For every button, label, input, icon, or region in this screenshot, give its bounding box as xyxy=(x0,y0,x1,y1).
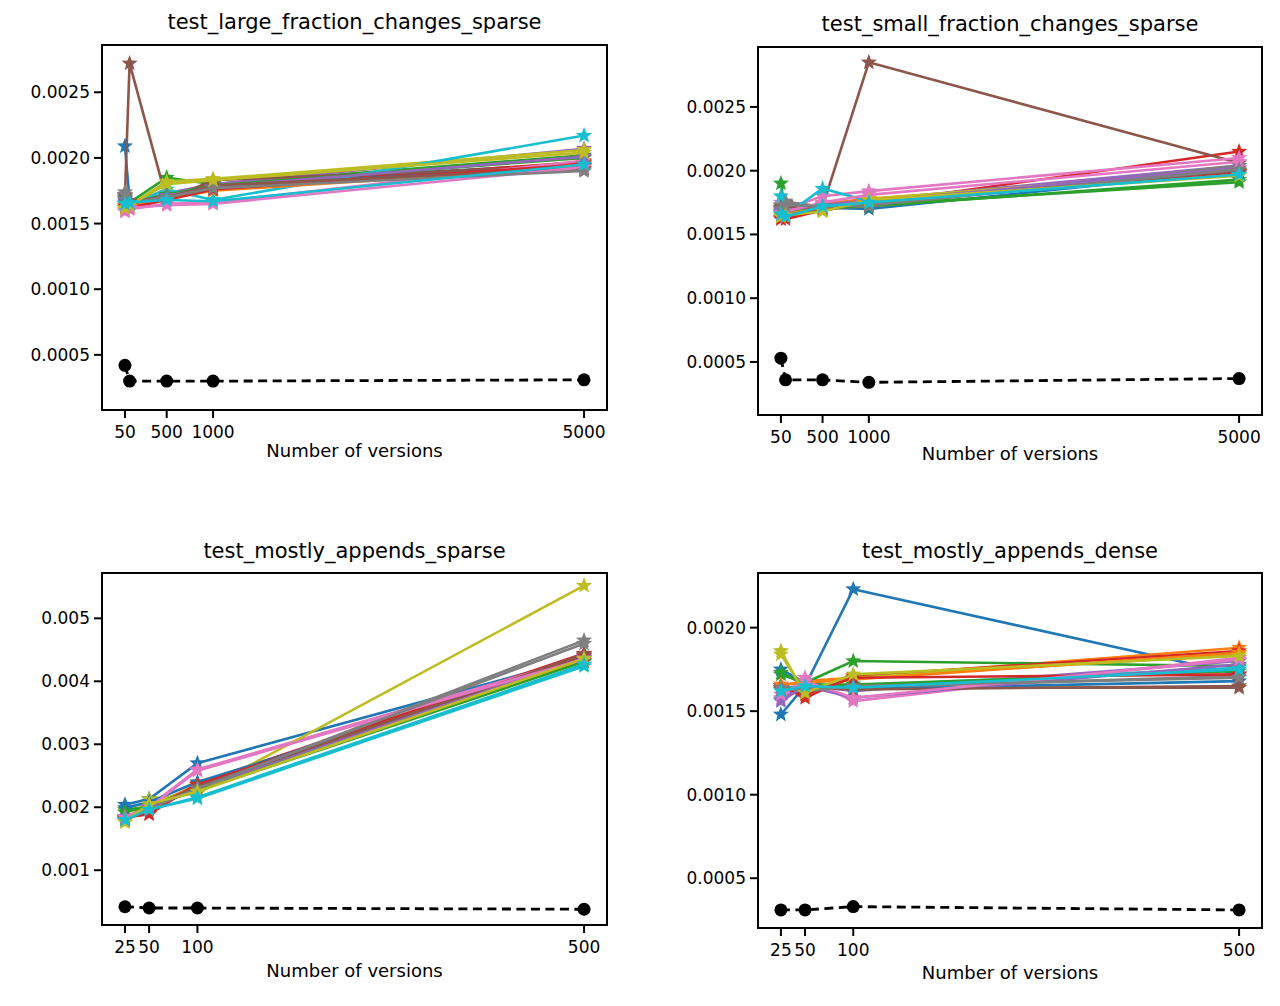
data-point-star xyxy=(576,577,592,592)
data-point-circle xyxy=(816,373,829,386)
data-point-circle xyxy=(862,376,875,389)
y-tick-label: 0.0005 xyxy=(687,868,746,888)
data-point-circle xyxy=(799,903,812,916)
x-axis-label: Number of versions xyxy=(758,962,1262,983)
axes-spines xyxy=(102,573,607,925)
data-point-star xyxy=(845,653,861,668)
data-point-circle xyxy=(1233,372,1246,385)
chart-plot-area: 50500100050000.00050.00100.00150.00200.0… xyxy=(640,0,1280,503)
data-point-circle xyxy=(118,900,131,913)
subplot-mostly-appends-dense: test_mostly_appends_dense 25501005000.00… xyxy=(640,503,1280,1006)
data-point-star xyxy=(861,54,877,69)
data-point-circle xyxy=(578,373,591,386)
y-tick-label: 0.0015 xyxy=(687,701,746,721)
y-tick-label: 0.0005 xyxy=(31,345,90,365)
data-point-circle xyxy=(123,375,136,388)
data-point-circle xyxy=(207,375,220,388)
data-point-star xyxy=(576,127,592,142)
x-tick-label: 100 xyxy=(837,940,869,960)
x-tick-label: 100 xyxy=(181,937,213,957)
x-tick-label: 1000 xyxy=(191,422,234,442)
y-tick-label: 0.0025 xyxy=(31,82,90,102)
y-tick-label: 0.0015 xyxy=(31,214,90,234)
x-tick-label: 25 xyxy=(770,940,792,960)
y-tick-label: 0.002 xyxy=(41,797,90,817)
y-tick-label: 0.0020 xyxy=(687,618,746,638)
data-point-circle xyxy=(779,373,792,386)
y-tick-label: 0.0005 xyxy=(687,352,746,372)
y-tick-label: 0.004 xyxy=(41,671,90,691)
x-tick-label: 500 xyxy=(1223,940,1255,960)
y-tick-label: 0.0010 xyxy=(31,279,90,299)
y-tick-label: 0.0010 xyxy=(687,785,746,805)
x-axis-label: Number of versions xyxy=(102,960,607,981)
subplot-small-fraction-changes-sparse: test_small_fraction_changes_sparse 50500… xyxy=(640,0,1280,503)
data-point-circle xyxy=(578,903,591,916)
x-axis-label: Number of versions xyxy=(102,440,607,461)
chart-plot-area: 2550 100 500 0.001 0.002 0.003 0.004 0.005 xyxy=(0,503,640,1006)
y-tick-label: 0.0020 xyxy=(687,161,746,181)
x-axis-label: Number of versions xyxy=(758,443,1262,464)
axes-spines xyxy=(102,45,607,410)
data-point-circle xyxy=(160,375,173,388)
y-tick-label: 0.0010 xyxy=(687,288,746,308)
data-point-circle xyxy=(191,901,204,914)
x-tick-label: 500 xyxy=(150,422,182,442)
x-tick-label: 25 xyxy=(114,937,136,957)
y-tick-label: 0.001 xyxy=(41,860,90,880)
x-tick-label: 5000 xyxy=(562,422,605,442)
data-point-circle xyxy=(774,352,787,365)
subplot-large-fraction-changes-sparse: test_large_fraction_changes_sparse 50500… xyxy=(0,0,640,503)
x-tick-label: 50 xyxy=(138,937,160,957)
series-line xyxy=(781,358,1239,382)
y-tick-label: 0.0020 xyxy=(31,148,90,168)
data-point-star xyxy=(845,581,861,596)
y-tick-label: 0.005 xyxy=(41,608,90,628)
series-line xyxy=(125,365,584,381)
x-tick-label: 50 xyxy=(114,422,136,442)
data-point-circle xyxy=(774,903,787,916)
y-tick-label: 0.003 xyxy=(41,734,90,754)
y-tick-label: 0.0015 xyxy=(687,224,746,244)
chart-plot-area: 2550 100 500 0.0005 0.0010 0.0015 0.0020 xyxy=(640,503,1280,1006)
subplot-mostly-appends-sparse: test_mostly_appends_sparse 25501005000.0… xyxy=(0,503,640,1006)
data-point-circle xyxy=(1233,903,1246,916)
data-point-circle xyxy=(118,359,131,372)
x-tick-label: 50 xyxy=(794,940,816,960)
data-point-circle xyxy=(143,901,156,914)
axes-spines xyxy=(758,47,1262,415)
x-tick-label: 500 xyxy=(568,937,600,957)
data-point-circle xyxy=(847,900,860,913)
figure-canvas: test_large_fraction_changes_sparse 50500… xyxy=(0,0,1280,1006)
y-tick-label: 0.0025 xyxy=(687,97,746,117)
chart-plot-area: 50 500 1000 5000 0.0005 0.0010 0.0015 0.0020 0.0… xyxy=(0,0,640,503)
